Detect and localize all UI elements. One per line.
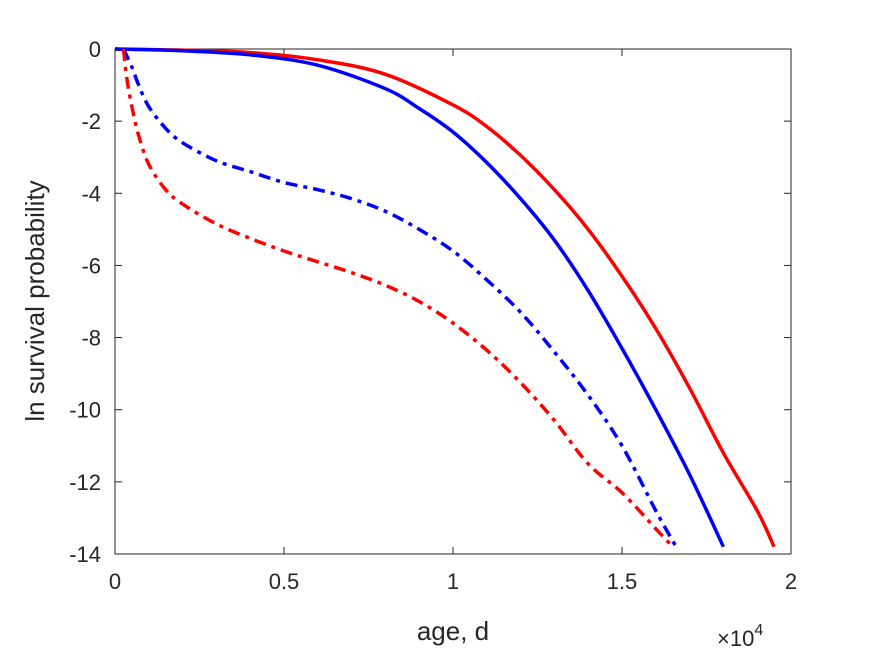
y-tick-label: -4: [81, 181, 101, 206]
y-tick-label: -8: [81, 326, 101, 351]
y-tick-label: -14: [69, 542, 101, 567]
y-axis-title: ln survival probability: [20, 180, 50, 421]
x-tick-label: 0.5: [269, 569, 300, 594]
x-tick-label: 1.5: [607, 569, 638, 594]
series-group: [114, 47, 776, 548]
y-tick-label: -2: [81, 109, 101, 134]
y-tick-label: -12: [69, 470, 101, 495]
y-tick-label: -6: [81, 253, 101, 278]
x-axis-multiplier: ×104: [717, 622, 763, 651]
series-line-3: [121, 48, 678, 548]
series-line-4: [121, 48, 674, 548]
y-tick-label: -10: [69, 398, 101, 423]
x-tick-label: 0: [109, 569, 121, 594]
x-tick-label: 2: [785, 569, 797, 594]
series-line-2: [114, 47, 725, 548]
series-line-1: [114, 47, 776, 548]
x-axis-title: age, d: [417, 616, 489, 646]
x-axis-multiplier-base: ×10: [717, 626, 754, 651]
axis-ticks: 0 0.5 1 1.5 2 0 -2 -4 -6 -8 -10 -12 -14: [69, 37, 797, 594]
x-axis-multiplier-exponent: 4: [754, 622, 763, 639]
y-tick-label: 0: [89, 37, 101, 62]
x-tick-label: 1: [447, 569, 459, 594]
